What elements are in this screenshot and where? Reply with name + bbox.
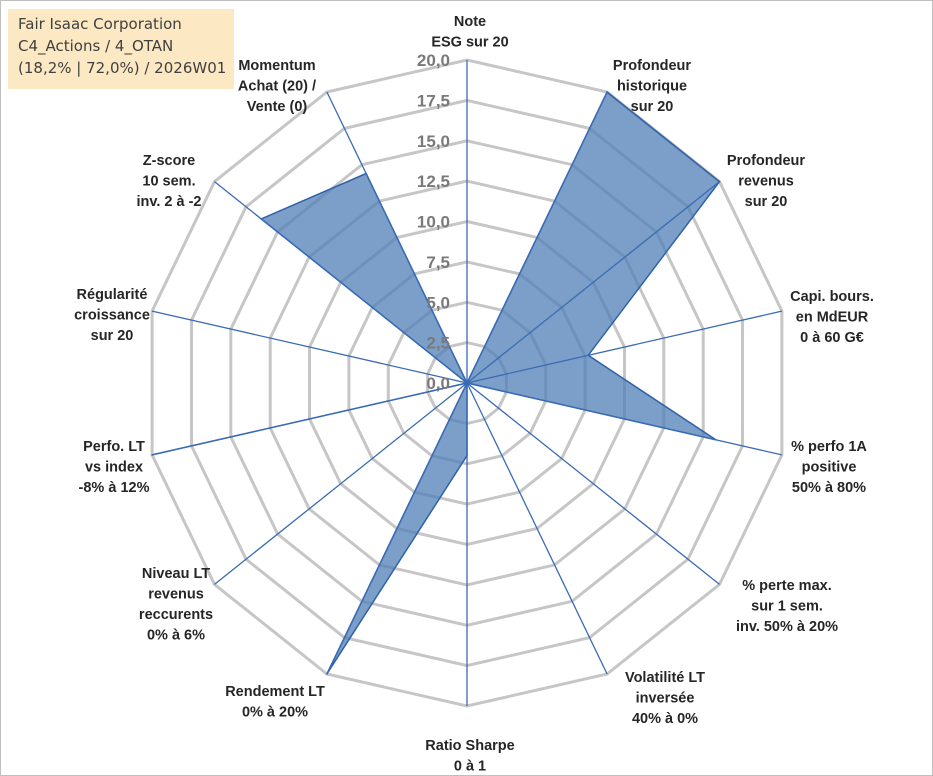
tick-label: 2,5 <box>426 334 450 353</box>
axis-label: % perfo 1A positive 50% à 80% <box>791 439 867 496</box>
spoke-layer <box>151 60 783 706</box>
axis-spoke <box>214 181 468 384</box>
axis-label: Profondeur revenus sur 20 <box>727 153 805 210</box>
axis-spoke <box>466 382 720 585</box>
axis-label-line: en MdEUR <box>796 310 869 326</box>
axis-label-line: 0 à 1 <box>454 759 486 775</box>
axis-label-line: 0% à 6% <box>147 628 205 644</box>
axis-label-line: Perfo. LT <box>83 439 145 455</box>
axis-label: Capi. bours. en MdEUR 0 à 60 G€ <box>790 289 874 346</box>
axis-label-line: sur 20 <box>631 99 674 115</box>
axis-label-line: inv. 50% à 20% <box>736 619 838 635</box>
axis-spoke <box>214 382 468 585</box>
axis-label: % perte max. sur 1 sem. inv. 50% à 20% <box>736 578 838 635</box>
axis-label-line: reccurents <box>139 607 213 623</box>
tick-label: 7,5 <box>426 253 450 272</box>
tick-label: 5,0 <box>426 293 450 312</box>
axis-label-line: % perfo 1A <box>791 439 867 455</box>
axis-label-line: Note <box>454 14 486 30</box>
axis-spoke <box>466 382 608 675</box>
axis-label-line: revenus <box>738 174 794 190</box>
axis-label: Niveau LT revenus reccurents 0% à 6% <box>139 566 213 644</box>
info-box: Fair Isaac Corporation C4_Actions / 4_OT… <box>8 9 234 89</box>
tick-label: 20,0 <box>417 51 450 70</box>
axis-label: Perfo. LT vs index -8% à 12% <box>79 439 150 496</box>
axis-label-line: 0 à 60 G€ <box>800 330 864 346</box>
axis-label-line: ESG sur 20 <box>431 35 508 51</box>
axis-label-line: 10 sem. <box>142 174 195 190</box>
axis-label-line: 50% à 80% <box>792 480 866 496</box>
axis-label-line: positive <box>802 460 857 476</box>
stats-week: (18,2% | 72,0%) / 2026W01 <box>18 59 227 77</box>
axis-label-line: inv. 2 à -2 <box>136 194 201 210</box>
axis-label: Ratio Sharpe 0 à 1 <box>425 738 514 775</box>
axis-label: Régularité croissance sur 20 <box>74 287 150 344</box>
axis-label-line: 40% à 0% <box>632 711 698 727</box>
axis-label: Rendement LT 0% à 20% <box>225 684 325 721</box>
axis-label-line: Niveau LT <box>142 566 210 582</box>
axis-label-line: Volatilité LT <box>625 670 705 686</box>
axis-label-line: vs index <box>85 460 143 476</box>
axis-label-line: Rendement LT <box>225 684 325 700</box>
axis-spoke <box>466 91 608 384</box>
axis-spoke <box>326 382 468 675</box>
axis-label-layer: Note ESG sur 20 Profondeur historique sur 20… <box>74 14 874 775</box>
axis-label-line: historique <box>617 79 687 95</box>
axis-label-line: Ratio Sharpe <box>425 738 514 754</box>
axis-spoke <box>466 382 783 456</box>
axis-spoke <box>466 310 783 384</box>
axis-label-line: croissance <box>74 308 150 324</box>
tick-label: 17,5 <box>417 91 450 110</box>
axis-label-line: 0% à 20% <box>242 705 308 721</box>
axis-label-line: sur 20 <box>91 328 134 344</box>
axis-spoke <box>151 310 468 384</box>
tick-label: 15,0 <box>417 132 450 151</box>
portfolio-path: C4_Actions / 4_OTAN <box>18 37 174 55</box>
axis-spoke <box>466 181 720 384</box>
axis-spoke <box>151 382 468 456</box>
axis-label-line: Momentum <box>238 58 315 74</box>
axis-label-line: Z-score <box>143 153 195 169</box>
company-name: Fair Isaac Corporation <box>18 15 182 33</box>
axis-label: Profondeur historique sur 20 <box>613 58 691 115</box>
tick-label: 10,0 <box>417 213 450 232</box>
axis-label-line: Achat (20) / <box>238 79 316 95</box>
axis-label-line: sur 20 <box>745 194 788 210</box>
axis-spoke <box>326 91 468 384</box>
axis-label: Volatilité LT inversée 40% à 0% <box>625 670 705 727</box>
axis-label-line: Vente (0) <box>247 99 308 115</box>
axis-label-line: inversée <box>636 691 695 707</box>
axis-label-line: -8% à 12% <box>79 480 150 496</box>
axis-label-line: Profondeur <box>613 58 691 74</box>
axis-label-line: revenus <box>148 587 204 603</box>
axis-label: Momentum Achat (20) / Vente (0) <box>238 58 316 115</box>
axis-label-line: Capi. bours. <box>790 289 874 305</box>
axis-label-line: sur 1 sem. <box>751 599 823 615</box>
axis-label: Z-score 10 sem. inv. 2 à -2 <box>136 153 201 210</box>
axis-label-line: % perte max. <box>742 578 831 594</box>
axis-label-line: Profondeur <box>727 153 805 169</box>
axis-label: Note ESG sur 20 <box>431 14 508 51</box>
tick-label: 0,0 <box>426 374 450 393</box>
tick-label: 12,5 <box>417 172 450 191</box>
axis-label-line: Régularité <box>77 287 148 303</box>
tick-label-layer: 0,0 2,5 5,0 7,5 10,0 12,5 15,0 17,5 20,0 <box>417 51 450 393</box>
